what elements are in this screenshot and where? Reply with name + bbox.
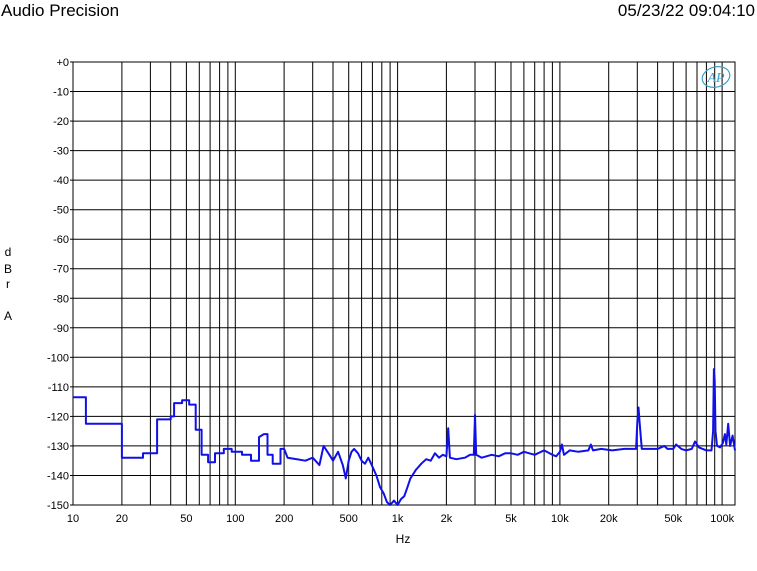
x-tick-label: 50: [180, 513, 192, 525]
x-tick-label: 100k: [710, 513, 734, 525]
x-tick-label: 50k: [664, 513, 682, 525]
logo-text: AP: [706, 71, 725, 86]
y-tick-label: -10: [53, 87, 69, 99]
logo-ring: [701, 66, 731, 88]
y-tick-label: -40: [53, 175, 69, 187]
app-title: Audio Precision: [1, 1, 120, 20]
y-tick-label: -80: [53, 293, 69, 305]
x-tick-label: 5k: [505, 513, 517, 525]
y-tick-label: -50: [53, 205, 69, 217]
ap-logo-icon: AP: [701, 66, 731, 88]
y-tick-label: -70: [53, 264, 69, 276]
y-tick-label: -150: [47, 500, 69, 512]
x-tick-label: 20k: [600, 513, 618, 525]
y-tick-label: -30: [53, 146, 69, 158]
x-tick-label: 500: [340, 513, 358, 525]
x-axis-label: Hz: [396, 532, 411, 546]
y-tick-label: -100: [47, 352, 69, 364]
y-axis-label-letter: r: [6, 277, 10, 291]
data-series-line: [73, 368, 736, 506]
y-tick-label: -120: [47, 411, 69, 423]
y-axis-label: dBr A: [4, 245, 12, 323]
plot-grid: [73, 62, 735, 505]
y-tick-label: -140: [47, 470, 69, 482]
y-tick-label: -20: [53, 116, 69, 128]
x-tick-label: 100: [226, 513, 244, 525]
y-tick-label: -90: [53, 323, 69, 335]
y-axis-label-letter: B: [4, 262, 12, 276]
y-tick-label: -110: [48, 382, 69, 394]
x-tick-label: 10: [67, 513, 79, 525]
x-tick-label: 10k: [551, 513, 569, 525]
x-tick-labels: 10 20 50 100 200 500 1k 2k 5k 10k 20k 50k 100k: [67, 513, 735, 525]
y-tick-label: -60: [53, 234, 69, 246]
x-tick-label: 1k: [392, 513, 404, 525]
x-tick-label: 200: [275, 513, 293, 525]
x-tick-label: 2k: [441, 513, 453, 525]
y-tick-label: +0: [56, 57, 69, 69]
y-axis-label-letter: A: [4, 309, 12, 323]
series-layer: [73, 368, 736, 506]
plot-frame: [72, 61, 736, 506]
x-tick-label: 20: [116, 513, 128, 525]
y-axis-label-letter: d: [5, 245, 12, 259]
y-tick-label: -130: [47, 441, 69, 453]
timestamp: 05/23/22 09:04:10: [617, 1, 755, 20]
y-tick-labels: +0 -10 -20 -30 -40 -50 -60 -70 -80 -90 -100 -110 -12…: [47, 57, 73, 512]
